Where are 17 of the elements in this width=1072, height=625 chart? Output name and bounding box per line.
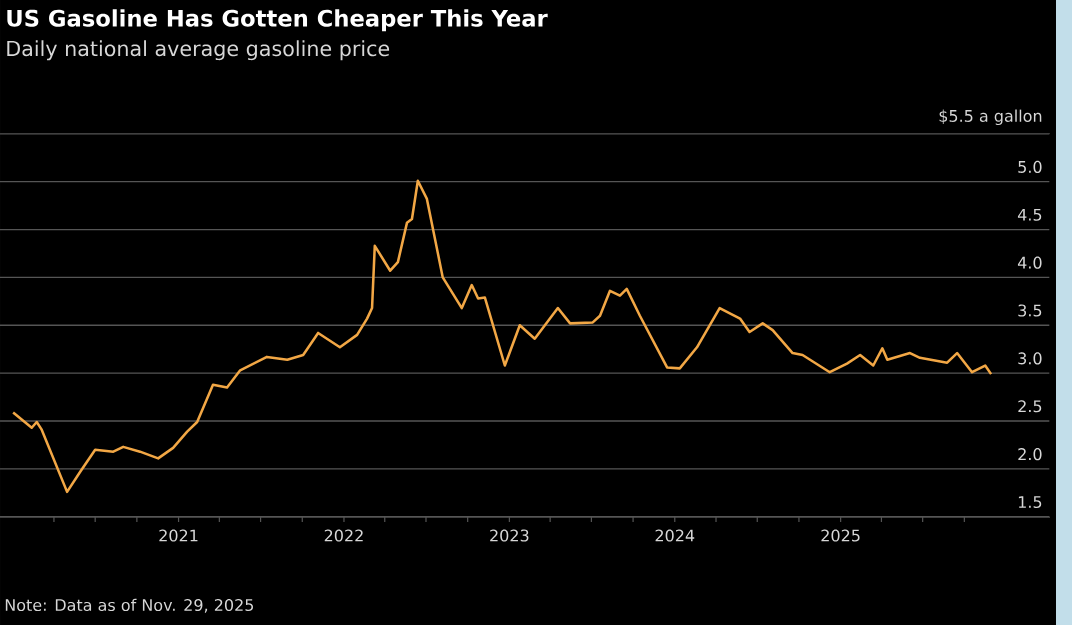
y-tick-label: 1.5	[1018, 496, 1042, 509]
text: Note: Data as of Nov. 29, 2025	[5, 598, 254, 613]
x-tick-label: 2021	[159, 529, 198, 542]
x-tick-label: 2022	[324, 529, 363, 542]
x-tick-label: 2024	[655, 529, 695, 542]
y-tick-label: 4.0	[1017, 256, 1042, 269]
y-tick-label: 3.5	[1018, 304, 1042, 317]
x-tick-label: 2023	[490, 529, 529, 542]
chart-title: US Gasoline Has Gotten Cheaper This Year	[7, 9, 548, 32]
y-tick-label: $5.5 a gallon	[939, 109, 1042, 126]
y-tick-label: 4.5	[1017, 208, 1042, 221]
y-tick-label: 2.0	[1018, 448, 1042, 461]
y-tick-label: 2.5	[1018, 400, 1042, 413]
chart-subtitle: Daily national average gasoline price	[7, 40, 390, 61]
y-tick-label: 5.0	[1018, 160, 1042, 173]
y-tick-label: 3.0	[1018, 352, 1042, 365]
x-tick-label: 2025	[821, 529, 860, 542]
